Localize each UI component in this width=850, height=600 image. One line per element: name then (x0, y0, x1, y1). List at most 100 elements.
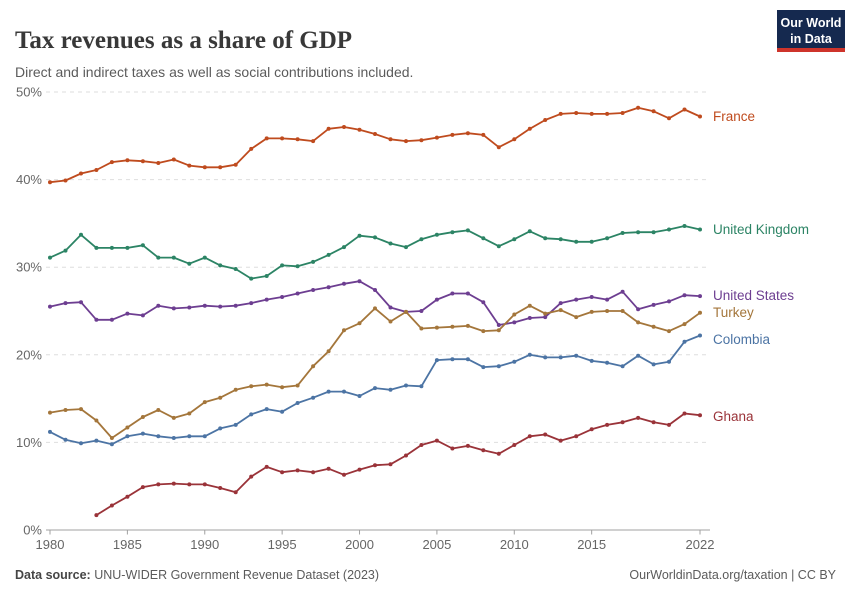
point-united-states (636, 307, 641, 312)
point-france (574, 111, 579, 115)
point-ghana (636, 415, 641, 420)
y-tick-label: 50% (16, 85, 42, 100)
point-united-states (589, 295, 594, 299)
point-ghana (419, 443, 424, 447)
series-label-turkey[interactable]: Turkey (713, 305, 754, 320)
point-colombia (558, 355, 563, 360)
point-united-kingdom (202, 255, 207, 260)
point-colombia (233, 422, 238, 427)
point-united-kingdom (357, 233, 362, 238)
point-turkey (48, 410, 52, 415)
line-france[interactable] (49, 106, 701, 184)
point-ghana (620, 420, 625, 425)
point-france (249, 146, 254, 151)
point-ghana (156, 482, 161, 487)
point-colombia (295, 401, 300, 405)
point-turkey (94, 418, 99, 423)
point-ghana (125, 494, 130, 499)
point-turkey (264, 382, 269, 387)
point-united-kingdom (109, 245, 114, 250)
point-united-states (140, 313, 145, 318)
point-turkey (202, 400, 207, 405)
x-tick-label: 1980 (36, 537, 65, 552)
point-ghana (326, 466, 331, 471)
point-colombia (698, 333, 702, 338)
series-label-ghana[interactable]: Ghana (713, 409, 754, 424)
point-turkey (682, 322, 687, 327)
point-turkey (357, 321, 362, 326)
series-label-france[interactable]: France (713, 109, 756, 124)
point-colombia (357, 394, 362, 398)
point-united-kingdom (574, 239, 579, 244)
point-united-kingdom (605, 236, 610, 241)
point-france (280, 136, 285, 141)
x-tick-label: 1995 (268, 537, 297, 552)
point-france (419, 138, 424, 143)
point-ghana (295, 468, 300, 473)
point-colombia (605, 360, 610, 365)
point-colombia (667, 359, 671, 364)
point-turkey (311, 364, 316, 369)
line-united-kingdom[interactable] (49, 225, 701, 280)
point-turkey (140, 415, 145, 419)
point-turkey (419, 326, 424, 331)
point-ghana (233, 490, 238, 495)
point-colombia (156, 434, 161, 439)
owid-logo[interactable]: Our World in Data (777, 10, 845, 52)
point-united-kingdom (512, 237, 517, 242)
x-tick-label: 2015 (577, 537, 606, 552)
point-france (295, 137, 300, 142)
y-tick-label: 0% (23, 523, 42, 538)
point-united-kingdom (326, 252, 331, 257)
point-france (589, 111, 594, 116)
point-france (311, 139, 316, 144)
point-colombia (326, 389, 331, 394)
point-united-states (682, 293, 687, 298)
point-united-states (187, 305, 192, 310)
point-united-kingdom (434, 232, 439, 237)
point-united-states (558, 301, 563, 306)
point-france (171, 157, 176, 162)
point-turkey (342, 328, 346, 333)
point-united-kingdom (419, 237, 424, 242)
point-colombia (419, 384, 424, 389)
footer-attribution-link[interactable]: OurWorldinData.org/taxation | CC BY (629, 568, 836, 582)
point-united-kingdom (465, 228, 470, 233)
point-france (156, 161, 161, 165)
point-united-kingdom (218, 263, 223, 268)
point-colombia (140, 431, 145, 436)
y-tick-label: 40% (16, 172, 42, 187)
series-label-united-states[interactable]: United States (713, 288, 795, 303)
line-united-states[interactable] (49, 280, 701, 326)
line-turkey[interactable] (49, 304, 701, 439)
point-united-states (388, 305, 393, 310)
point-united-states (496, 323, 501, 327)
point-united-states (357, 279, 362, 284)
series-label-colombia[interactable]: Colombia (713, 332, 771, 347)
point-turkey (496, 328, 501, 333)
point-ghana (264, 464, 269, 469)
point-france (450, 132, 455, 137)
point-colombia (450, 357, 455, 362)
point-united-kingdom (94, 245, 99, 250)
line-ghana[interactable] (95, 412, 701, 516)
point-united-states (94, 317, 99, 322)
point-united-kingdom (280, 263, 285, 268)
point-united-states (373, 288, 377, 292)
point-france (187, 163, 192, 168)
point-turkey (543, 311, 548, 316)
x-tick-label: 2022 (686, 537, 715, 552)
point-united-kingdom (264, 274, 269, 278)
point-united-kingdom (404, 245, 408, 250)
point-united-kingdom (481, 236, 486, 241)
chart-subtitle: Direct and indirect taxes as well as soc… (15, 64, 414, 80)
point-ghana (311, 470, 316, 475)
point-france (326, 126, 331, 131)
point-ghana (249, 474, 254, 479)
series-label-united-kingdom[interactable]: United Kingdom (713, 222, 810, 237)
point-france (404, 139, 408, 144)
point-colombia (187, 434, 192, 439)
point-turkey (574, 315, 579, 320)
